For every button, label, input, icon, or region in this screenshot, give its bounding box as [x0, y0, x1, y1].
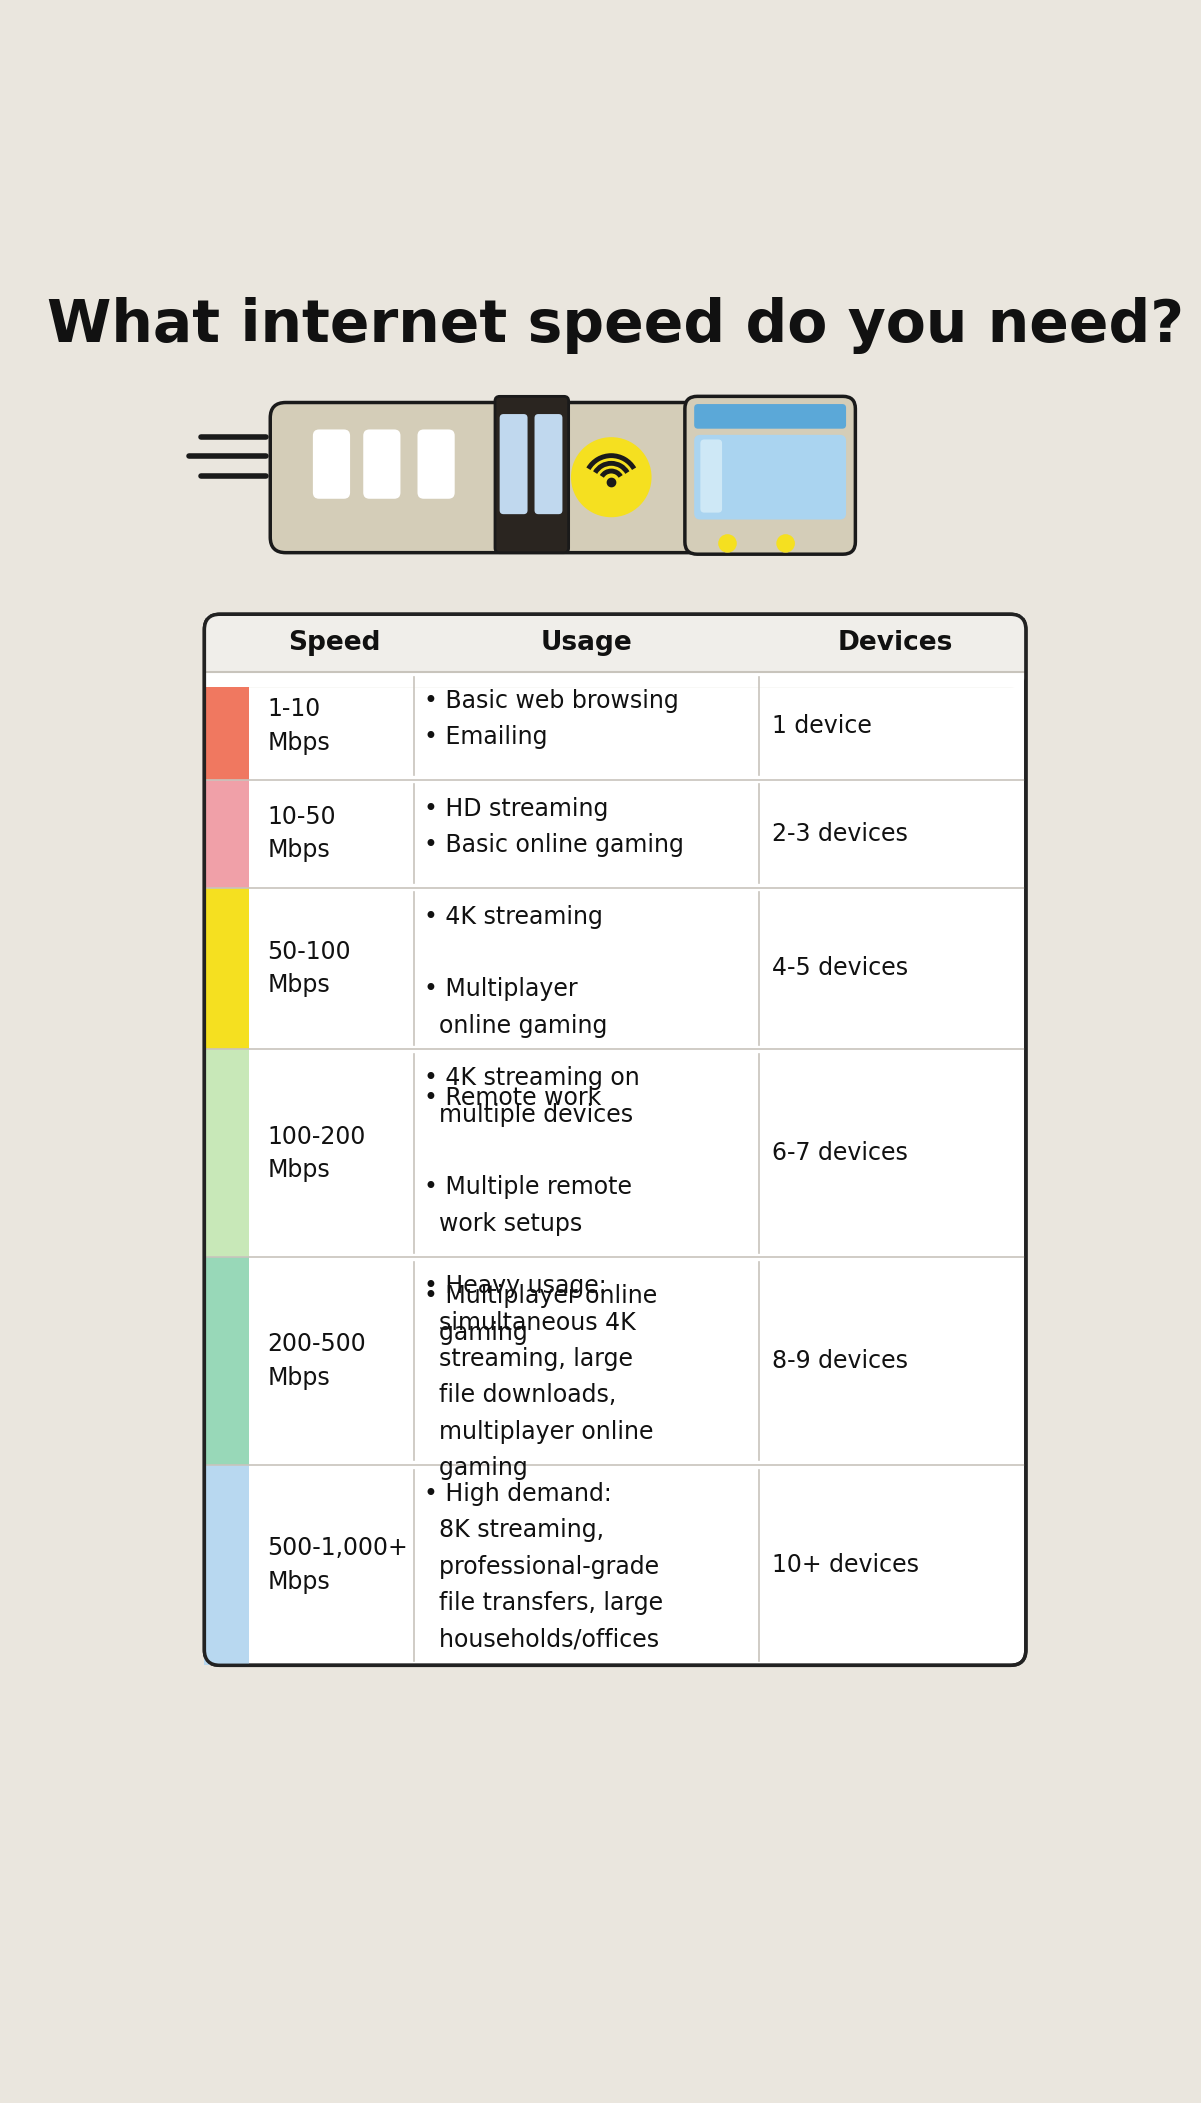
Text: Speed: Speed — [288, 631, 381, 656]
FancyBboxPatch shape — [418, 429, 455, 498]
Text: • Heavy usage:
  simultaneous 4K
  streaming, large
  file downloads,
  multipla: • Heavy usage: simultaneous 4K streaming… — [424, 1274, 653, 1481]
Text: 50-100
Mbps: 50-100 Mbps — [267, 940, 351, 997]
Text: 10+ devices: 10+ devices — [772, 1554, 920, 1577]
Text: • HD streaming
• Basic online gaming: • HD streaming • Basic online gaming — [424, 797, 683, 858]
Bar — [205, 673, 1024, 688]
Bar — [204, 673, 250, 780]
Text: • High demand:
  8K streaming,
  professional-grade
  file transfers, large
  ho: • High demand: 8K streaming, professiona… — [424, 1483, 663, 1651]
Text: • 4K streaming

• Multiplayer
  online gaming

• Remote work: • 4K streaming • Multiplayer online gami… — [424, 904, 607, 1110]
Text: What internet speed do you need?: What internet speed do you need? — [47, 297, 1184, 353]
FancyBboxPatch shape — [204, 614, 1026, 1666]
FancyBboxPatch shape — [500, 414, 527, 513]
Text: 4-5 devices: 4-5 devices — [772, 957, 909, 980]
Circle shape — [718, 534, 736, 553]
FancyBboxPatch shape — [700, 440, 722, 513]
FancyBboxPatch shape — [313, 429, 349, 498]
FancyBboxPatch shape — [534, 414, 562, 513]
Text: 6-7 devices: 6-7 devices — [772, 1142, 908, 1165]
FancyBboxPatch shape — [363, 429, 400, 498]
Text: 500-1,000+
Mbps: 500-1,000+ Mbps — [267, 1537, 408, 1594]
Bar — [204, 1258, 250, 1466]
FancyBboxPatch shape — [694, 404, 846, 429]
Circle shape — [570, 437, 652, 517]
Text: 1-10
Mbps: 1-10 Mbps — [267, 698, 330, 755]
FancyBboxPatch shape — [685, 395, 855, 555]
Bar — [204, 780, 250, 887]
Bar — [204, 1049, 250, 1258]
Text: 8-9 devices: 8-9 devices — [772, 1350, 908, 1373]
Text: 2-3 devices: 2-3 devices — [772, 822, 908, 845]
Text: • 4K streaming on
  multiple devices

• Multiple remote
  work setups

• Multipl: • 4K streaming on multiple devices • Mul… — [424, 1066, 657, 1344]
Circle shape — [776, 534, 795, 553]
Text: • Basic web browsing
• Emailing: • Basic web browsing • Emailing — [424, 690, 679, 749]
FancyBboxPatch shape — [270, 402, 844, 553]
Text: Usage: Usage — [540, 631, 632, 656]
FancyBboxPatch shape — [204, 614, 1026, 688]
FancyBboxPatch shape — [495, 395, 568, 553]
FancyBboxPatch shape — [694, 435, 846, 519]
Text: 200-500
Mbps: 200-500 Mbps — [267, 1333, 366, 1390]
Text: 1 device: 1 device — [772, 713, 872, 738]
Bar — [204, 1466, 250, 1666]
Text: Devices: Devices — [837, 631, 952, 656]
Bar — [204, 887, 250, 1049]
Text: 10-50
Mbps: 10-50 Mbps — [267, 805, 336, 862]
Bar — [205, 614, 1024, 673]
Text: 100-200
Mbps: 100-200 Mbps — [267, 1125, 365, 1182]
